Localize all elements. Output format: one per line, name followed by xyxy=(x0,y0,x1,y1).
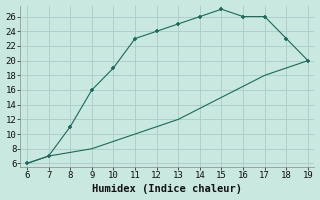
X-axis label: Humidex (Indice chaleur): Humidex (Indice chaleur) xyxy=(92,184,243,194)
